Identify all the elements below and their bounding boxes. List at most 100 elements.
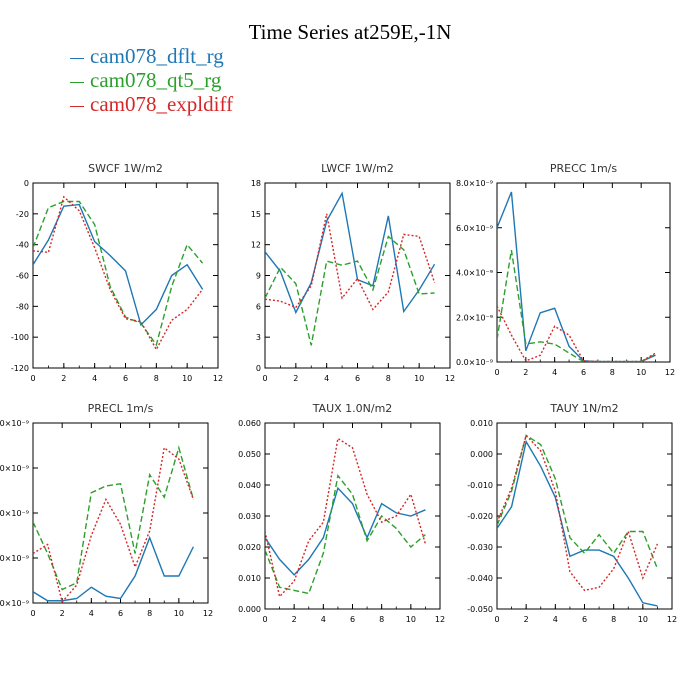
legend-item-expldiff: cam078_expldiff	[70, 92, 233, 116]
series-line-dflt	[33, 535, 195, 602]
y-tick-label: 0.050	[238, 450, 261, 459]
series-line-qt5	[265, 474, 426, 595]
x-tick-label: 10	[406, 615, 416, 624]
y-tick-label: 2.0×10⁻⁹	[456, 313, 493, 322]
y-tick-label: 2.0×10⁻⁹	[0, 554, 29, 563]
x-tick-label: 4	[553, 615, 558, 624]
y-tick-label: -100	[11, 333, 29, 342]
series-line-expldiff	[497, 305, 656, 362]
x-tick-label: 12	[665, 368, 675, 377]
x-tick-label: 12	[445, 374, 455, 383]
x-tick-label: 0	[30, 374, 35, 383]
y-tick-label: -0.050	[467, 605, 493, 614]
x-tick-label: 8	[379, 615, 384, 624]
y-tick-label: 8.0×10⁻⁹	[456, 179, 493, 188]
y-tick-label: 0.040	[238, 481, 261, 490]
y-tick-label: 0.0×10⁻⁹	[456, 358, 493, 367]
chart-title: SWCF 1W/m2	[88, 162, 163, 175]
x-tick-label: 6	[355, 374, 360, 383]
series-line-expldiff	[265, 213, 436, 311]
x-tick-label: 4	[324, 374, 329, 383]
series-line-expldiff	[497, 434, 659, 592]
chart-panel: PRECC 1m/s 0 2 4 6 8 10 12 0.0×10⁻⁹ 2.0×10⁻⁹ 4.0×1…	[456, 162, 675, 377]
legend-swatch	[70, 105, 84, 107]
y-tick-label: 0.020	[238, 543, 261, 552]
y-tick-label: -60	[16, 272, 29, 281]
chart-title: LWCF 1W/m2	[321, 162, 394, 175]
x-tick-label: 0	[262, 374, 267, 383]
y-tick-label: 0.060	[238, 419, 261, 428]
series-line-dflt	[33, 203, 204, 327]
x-tick-label: 4	[89, 609, 94, 618]
plot-frame	[496, 422, 673, 610]
x-tick-label: 4	[552, 368, 557, 377]
x-tick-label: 2	[61, 374, 66, 383]
chart-title: PRECC 1m/s	[550, 162, 618, 175]
x-tick-label: 2	[292, 615, 297, 624]
y-tick-label: 12	[251, 241, 261, 250]
legend: cam078_dflt_rg cam078_qt5_rg cam078_expl…	[70, 44, 233, 116]
y-tick-label: 6	[256, 302, 261, 311]
series-line-qt5	[497, 434, 659, 569]
y-tick-label: 6.0×10⁻⁹	[456, 224, 493, 233]
chart-panel: TAUY 1N/m2 0 2 4 6 8 10 12 0.010 0.000 -0.010 -0.02…	[467, 402, 677, 624]
plot-frame	[496, 182, 671, 363]
series-line-qt5	[33, 200, 204, 347]
x-tick-label: 8	[147, 609, 152, 618]
y-tick-label: 0	[256, 364, 261, 373]
y-tick-label: 0.000	[238, 605, 261, 614]
x-tick-label: 0	[494, 615, 499, 624]
x-tick-label: 12	[213, 374, 223, 383]
y-tick-label: 6.0×10⁻⁹	[0, 464, 29, 473]
x-tick-label: 0	[494, 368, 499, 377]
chart-title: TAUY 1N/m2	[549, 402, 618, 415]
y-tick-label: 4.0×10⁻⁹	[0, 509, 29, 518]
legend-swatch	[70, 81, 84, 83]
x-tick-label: 12	[667, 615, 677, 624]
y-tick-label: -40	[16, 241, 29, 250]
x-tick-label: 10	[636, 368, 646, 377]
x-tick-label: 0	[262, 615, 267, 624]
y-tick-label: 0.000	[470, 450, 493, 459]
y-tick-label: 15	[251, 210, 261, 219]
series-line-qt5	[265, 235, 435, 346]
series-line-dflt	[265, 191, 436, 315]
legend-item-dflt: cam078_dflt_rg	[70, 44, 233, 68]
legend-swatch	[70, 57, 84, 59]
y-tick-label: 0.010	[238, 574, 261, 583]
y-tick-label: 8.0×10⁻⁹	[0, 419, 29, 428]
x-tick-label: 12	[203, 609, 213, 618]
legend-label: cam078_qt5_rg	[90, 68, 222, 92]
x-tick-label: 6	[582, 615, 587, 624]
chart-title: TAUX 1.0N/m2	[312, 402, 393, 415]
x-tick-label: 6	[581, 368, 586, 377]
chart-panel: LWCF 1W/m2 0 2 4 6 8 10 12 0 3 6 9 12 15 18	[251, 162, 455, 383]
x-tick-label: 4	[92, 374, 97, 383]
series-line-expldiff	[265, 437, 427, 599]
y-tick-label: 0.0×10⁻⁹	[0, 599, 29, 608]
chart-title: PRECL 1m/s	[88, 402, 154, 415]
x-tick-label: 10	[414, 374, 424, 383]
y-tick-label: 0.010	[470, 419, 493, 428]
x-tick-label: 2	[523, 368, 528, 377]
y-tick-label: -80	[16, 302, 29, 311]
plot-frame	[264, 182, 451, 369]
plot-frame	[32, 182, 219, 369]
y-tick-label: -20	[16, 210, 29, 219]
x-tick-label: 2	[524, 615, 529, 624]
y-tick-label: -0.030	[467, 543, 493, 552]
x-tick-label: 12	[435, 615, 445, 624]
y-tick-label: -0.010	[467, 481, 493, 490]
x-tick-label: 6	[123, 374, 128, 383]
y-tick-label: 0	[24, 179, 29, 188]
chart-panel: TAUX 1.0N/m2 0 2 4 6 8 10 12 0.000 0.010 0.020 0.03…	[238, 402, 445, 624]
legend-item-qt5: cam078_qt5_rg	[70, 68, 233, 92]
series-line-dflt	[497, 439, 658, 607]
x-tick-label: 10	[174, 609, 184, 618]
series-line-dflt	[265, 486, 426, 576]
y-tick-label: 3	[256, 333, 261, 342]
x-tick-label: 8	[611, 615, 616, 624]
y-tick-label: -0.040	[467, 574, 493, 583]
